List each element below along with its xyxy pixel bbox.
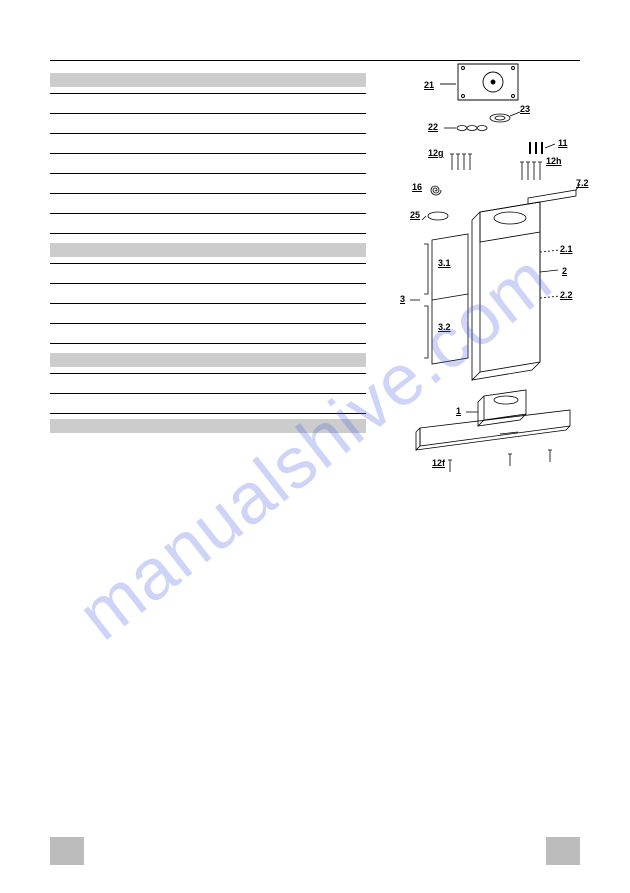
table-row xyxy=(50,283,366,303)
table-row xyxy=(50,173,366,193)
table-row xyxy=(50,373,366,393)
table-row xyxy=(50,343,366,353)
table-row xyxy=(50,133,366,153)
line-stack xyxy=(50,73,366,433)
table-row xyxy=(50,213,366,233)
diagram-label: 16 xyxy=(412,182,422,192)
section-bar-3 xyxy=(50,353,366,367)
diagram-label: 3.2 xyxy=(438,322,451,332)
diagram-label: 2 xyxy=(562,266,567,276)
table-row xyxy=(50,93,366,113)
diagram-label: 11 xyxy=(558,138,568,148)
table-row xyxy=(50,153,366,173)
diagram-label: 21 xyxy=(424,80,434,90)
table-row xyxy=(50,113,366,133)
diagram-label: 1 xyxy=(456,406,461,416)
diagram-label: 12h xyxy=(546,156,562,166)
diagram-label: 23 xyxy=(520,104,530,114)
table-row xyxy=(50,233,366,243)
diagram-label: 22 xyxy=(428,122,438,132)
top-rule xyxy=(50,60,580,61)
exploded-diagram: 21 22 23 11 12g 12h 16 25 7.2 3 3.1 3.2 … xyxy=(380,62,590,482)
table-row xyxy=(50,323,366,343)
diagram-label: 12g xyxy=(428,148,444,158)
diagram-label: 12f xyxy=(432,458,445,468)
section-bar-1 xyxy=(50,73,366,87)
diagram-label: 2.2 xyxy=(560,290,573,300)
section-bar-2 xyxy=(50,243,366,257)
diagram-label: 2.1 xyxy=(560,244,573,254)
footer-block-right xyxy=(546,837,580,865)
diagram-label: 3.1 xyxy=(438,258,451,268)
diagram-label: 7.2 xyxy=(576,178,589,188)
table-row xyxy=(50,263,366,283)
table-row xyxy=(50,303,366,323)
page: 21 22 23 11 12g 12h 16 25 7.2 3 3.1 3.2 … xyxy=(0,0,630,893)
table-row xyxy=(50,193,366,213)
diagram-label: 3 xyxy=(400,294,405,304)
diagram-label: 25 xyxy=(410,210,420,220)
footer-block-left xyxy=(50,837,84,865)
section-bar-4 xyxy=(50,419,366,433)
table-row xyxy=(50,393,366,413)
